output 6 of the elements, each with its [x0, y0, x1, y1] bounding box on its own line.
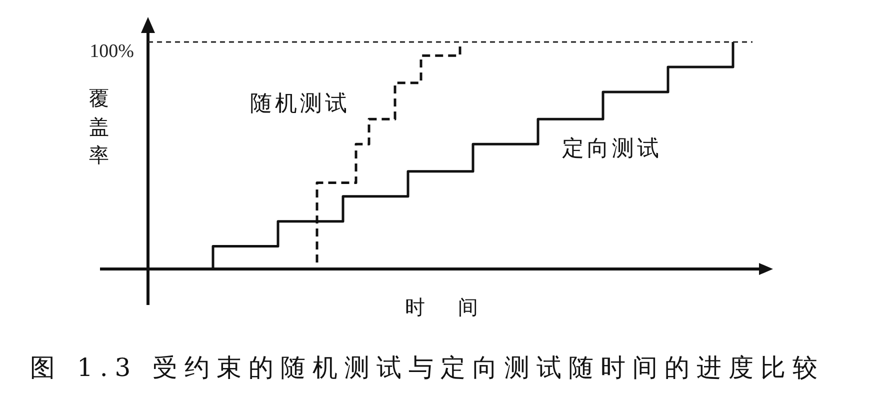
x-axis-title: 时间	[405, 295, 478, 319]
caption: 图 1.3 受约束的随机测试与定向测试随时间的进度比较	[30, 353, 825, 382]
ref-line-label: 100%	[90, 40, 134, 62]
series-label: 随机测试	[250, 92, 350, 117]
y-axis-title: 覆盖率	[89, 85, 109, 169]
series-label: 定向测试	[562, 136, 662, 162]
